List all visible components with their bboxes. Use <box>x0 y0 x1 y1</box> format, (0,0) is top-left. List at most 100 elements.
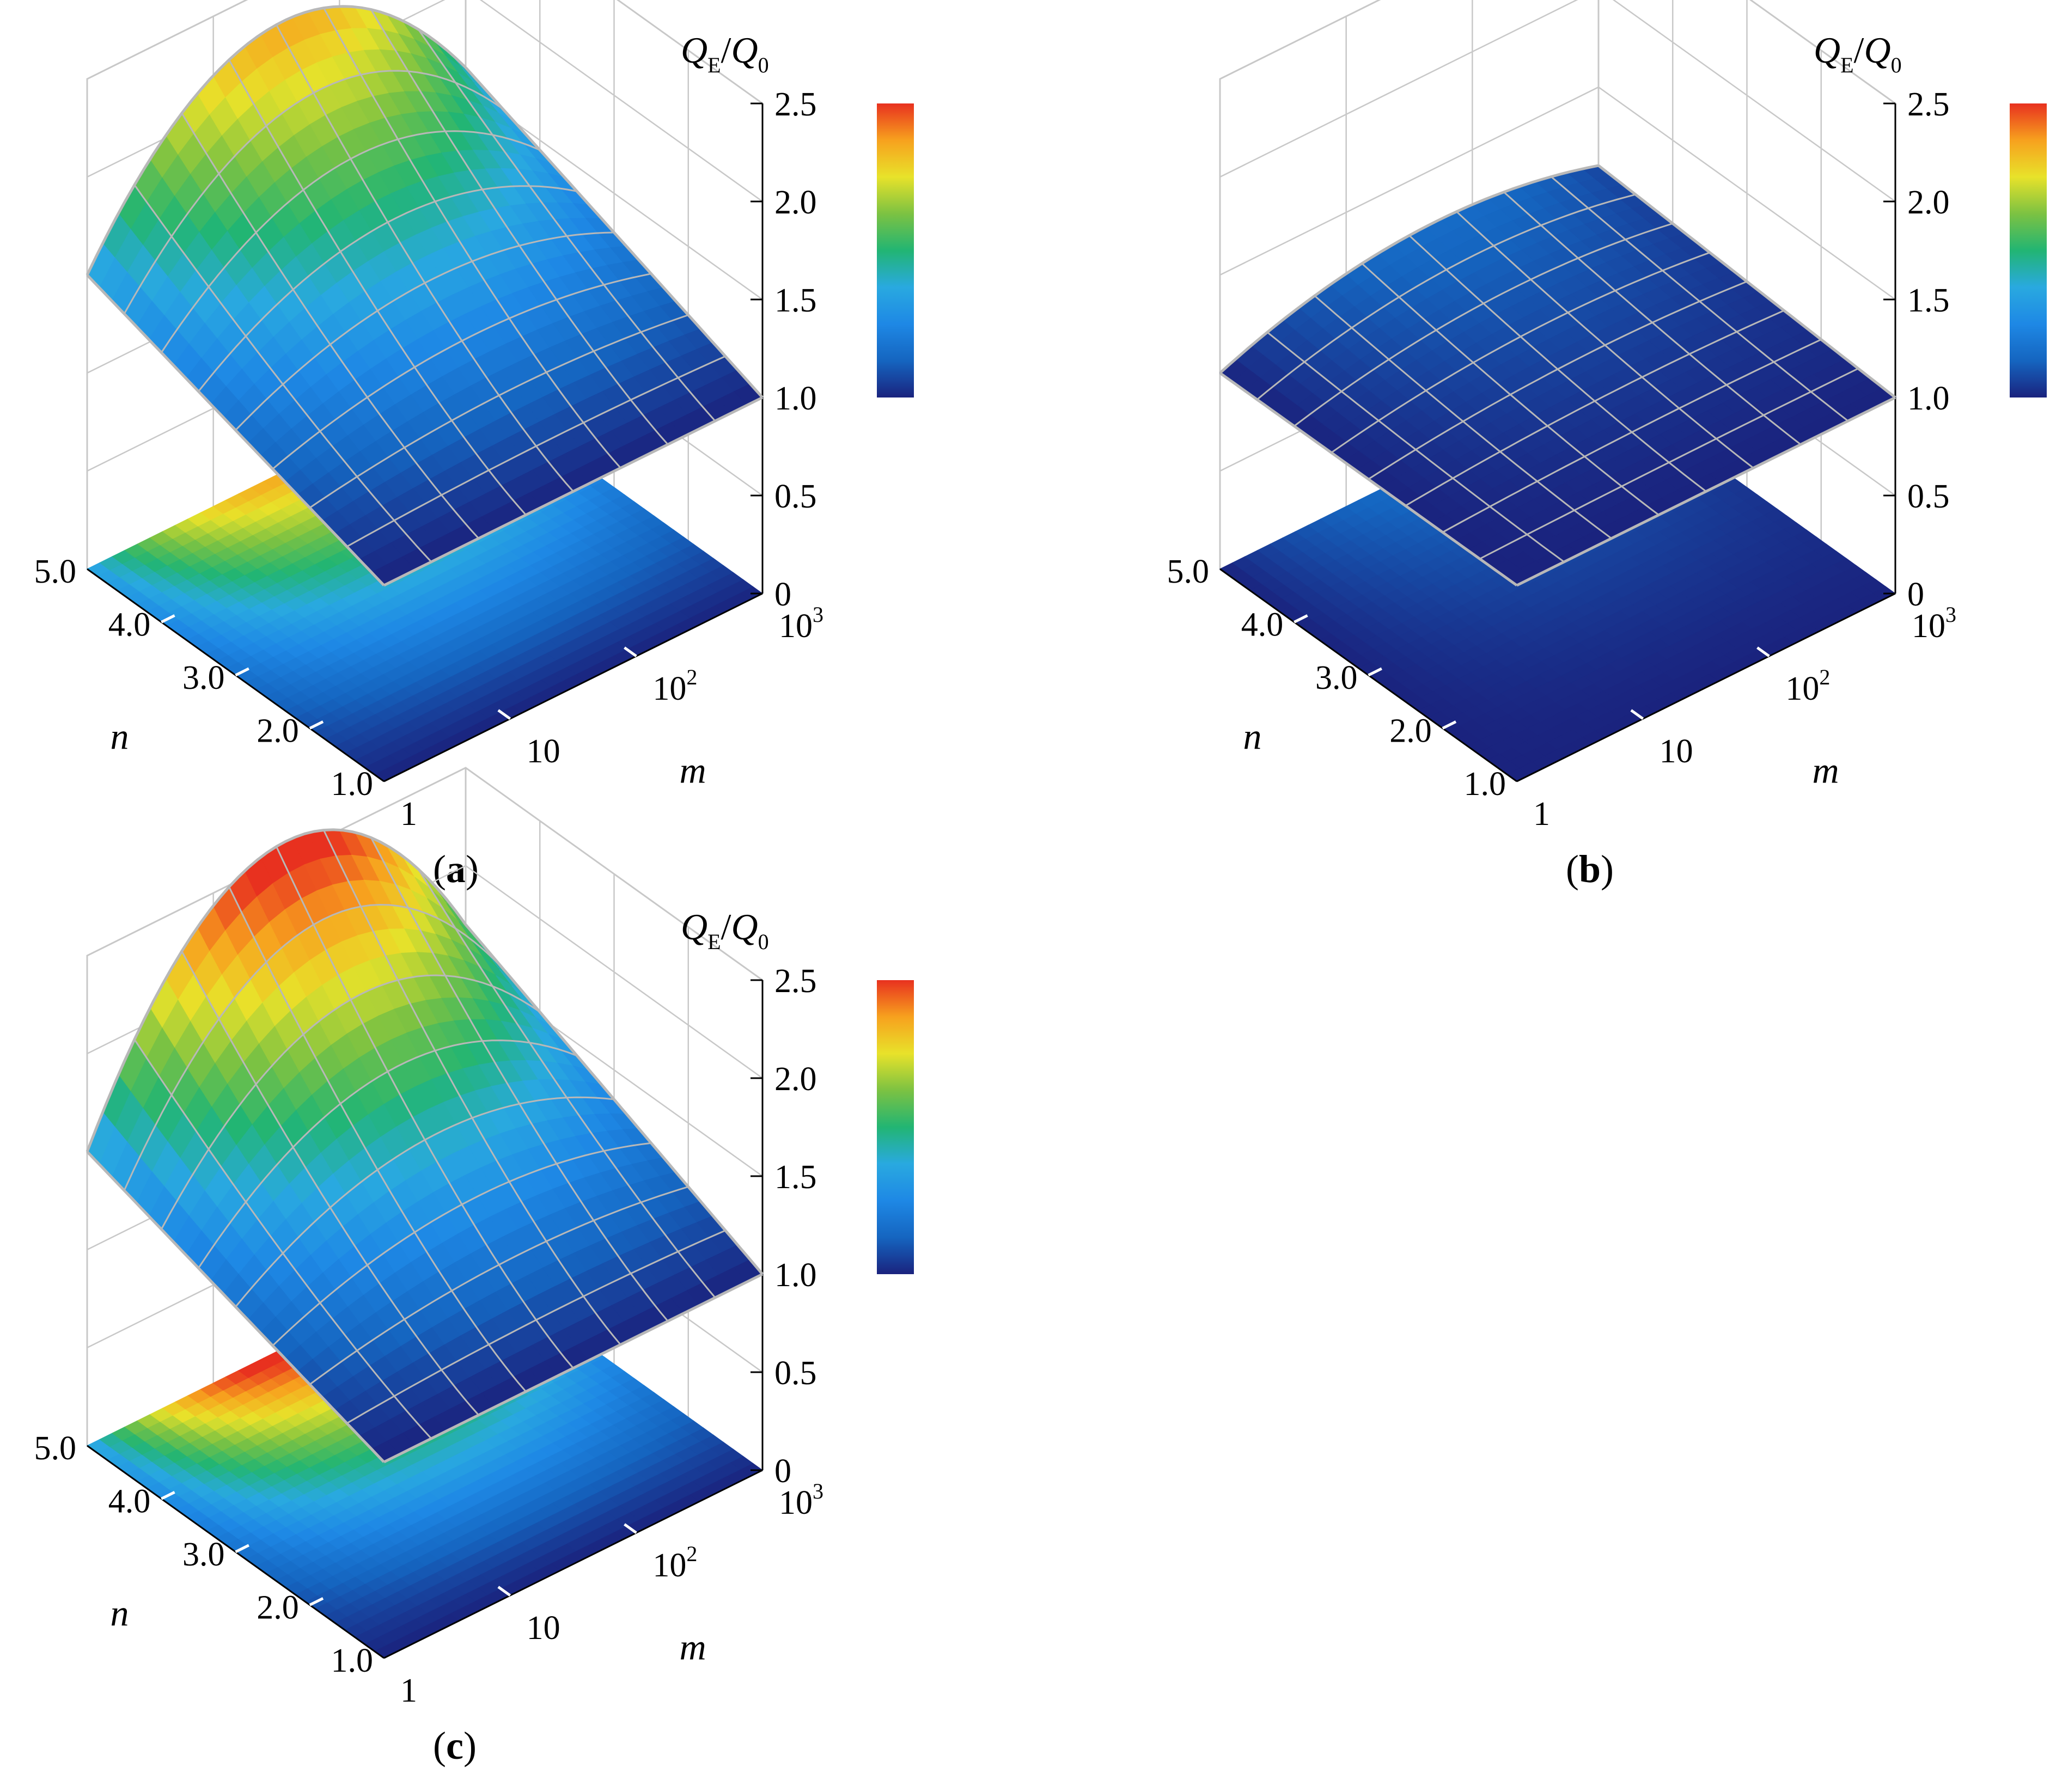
z-tick-label: 2.0 <box>774 184 817 221</box>
n-tick-label: 4.0 <box>1241 607 1284 644</box>
colorbar <box>2010 103 2047 397</box>
m-tick-mark <box>1756 646 1770 658</box>
m-axis-line <box>1516 592 1896 782</box>
mesh-line-m <box>417 29 716 422</box>
n-tick-mark <box>161 614 175 623</box>
n-tick-mark <box>1442 720 1457 730</box>
colorbar <box>877 103 914 397</box>
surface-mesh <box>1219 164 1896 587</box>
mesh-line-m <box>370 837 669 1322</box>
surface-plot-c: 1101021031.02.03.04.05.000.51.01.52.02.5… <box>34 767 914 1709</box>
m-tick-label: 10 <box>527 1610 560 1647</box>
m-axis-line <box>383 592 763 782</box>
n-tick-label: 5.0 <box>34 1430 77 1467</box>
n-tick-label: 5.0 <box>34 553 77 590</box>
m-tick-label: 103 <box>1912 602 1956 645</box>
floor-projection <box>1219 381 1896 782</box>
m-tick-mark <box>1630 709 1644 720</box>
surface-plot-a: 1101021031.02.03.04.05.000.51.01.52.02.5… <box>34 0 914 833</box>
m-tick-mark <box>497 709 511 720</box>
mesh-line-m <box>465 66 764 399</box>
n-axis-label: n <box>1243 715 1262 757</box>
n-tick-label: 2.0 <box>257 713 299 750</box>
m-tick-label: 102 <box>652 1542 697 1584</box>
z-tick-label: 0 <box>1907 576 1924 613</box>
panel-c: 1 10 102 103 1.0 2.0 3.0 4.0 5.0 0 0.5 1.0 1.5 2.0 2.5… <box>0 767 1024 1775</box>
n-tick-mark <box>1368 667 1382 677</box>
m-tick-mark <box>624 646 637 658</box>
n-axis-label: n <box>111 715 129 757</box>
mesh-line-n <box>1294 223 1673 427</box>
mesh-line-n <box>123 70 503 315</box>
mesh-line-n <box>123 903 504 1191</box>
z-tick-label: 2.0 <box>1907 184 1950 221</box>
n-tick-label: 2.0 <box>1389 713 1432 750</box>
mesh-line-n <box>86 828 467 1152</box>
z-tick-label: 2.5 <box>774 86 817 123</box>
mesh-line-n <box>235 231 614 431</box>
panel-a: 1 10 102 103 1.0 2.0 3.0 4.0 5.0 0 0.5 1.0 1.5 2.0 2.5… <box>0 0 1024 898</box>
n-tick-label: 1.0 <box>331 1642 374 1679</box>
surface-mesh <box>86 828 764 1464</box>
z-axis-label: QE/Q0 <box>681 906 769 954</box>
n-tick-label: 4.0 <box>108 1483 151 1520</box>
m-axis-label: m <box>680 750 706 791</box>
mesh-line-m <box>370 9 669 445</box>
m-tick-label: 10 <box>1660 733 1693 770</box>
z-tick-label: 2.5 <box>1907 86 1950 123</box>
n-tick-mark <box>235 1544 249 1554</box>
mesh-line-n <box>86 5 467 276</box>
mesh-line-n <box>1256 193 1636 400</box>
caption-b: (b) <box>1566 847 1614 891</box>
mesh-line-n <box>1219 164 1599 374</box>
n-tick-mark <box>161 1491 175 1500</box>
mesh-line-n <box>1331 252 1710 454</box>
surface-mesh <box>86 5 764 587</box>
m-tick-label: 10 <box>527 733 560 770</box>
m-tick-label: 1 <box>1533 796 1550 833</box>
z-tick-label: 0.5 <box>1907 478 1950 515</box>
mesh-line-m <box>1503 191 1802 445</box>
m-tick-mark <box>497 1586 511 1597</box>
m-tick-label: 102 <box>652 665 697 707</box>
colorbar-gradient <box>877 980 914 1274</box>
n-tick-label: 5.0 <box>1167 553 1210 590</box>
n-tick-mark <box>309 720 324 730</box>
z-axis-label: QE/Q0 <box>1814 29 1902 77</box>
n-axis-label: n <box>111 1592 129 1634</box>
axes: 1101021031.02.03.04.05.000.51.01.52.02.5… <box>34 906 824 1709</box>
z-axis-label: QE/Q0 <box>681 29 769 77</box>
m-tick-label: 1 <box>400 1672 417 1709</box>
z-tick-label: 0.5 <box>774 1355 817 1392</box>
surface-plot-b: 1101021031.02.03.04.05.000.51.01.52.02.5… <box>1167 0 2047 833</box>
z-tick-label: 1.5 <box>774 282 817 319</box>
n-tick-label: 3.0 <box>182 1536 225 1573</box>
z-tick-label: 0.5 <box>774 478 817 515</box>
surface <box>87 829 763 1463</box>
mesh-line-m <box>417 869 716 1299</box>
m-axis-label: m <box>680 1626 706 1668</box>
colorbar <box>877 980 914 1274</box>
n-tick-label: 3.0 <box>182 659 225 696</box>
mesh-line-m <box>465 923 764 1275</box>
mesh-line-m <box>1597 164 1896 399</box>
mesh-line-m <box>1456 211 1754 469</box>
m-tick-label: 103 <box>779 602 823 645</box>
m-tick-label: 103 <box>779 1479 823 1521</box>
z-tick-label: 2.0 <box>774 1061 817 1098</box>
axes: 1101021031.02.03.04.05.000.51.01.52.02.5… <box>34 29 824 833</box>
mesh-line-n <box>160 974 541 1230</box>
mesh-line-n <box>1368 280 1748 480</box>
axes: 1101021031.02.03.04.05.000.51.01.52.02.5… <box>1167 29 1957 833</box>
m-tick-label: 1 <box>400 796 417 833</box>
m-tick-label: 102 <box>1785 665 1830 707</box>
mesh-line-n <box>198 185 577 392</box>
n-tick-mark <box>1294 614 1308 623</box>
z-tick-label: 1.0 <box>774 380 817 417</box>
mesh-line-m <box>323 7 621 469</box>
m-tick-mark <box>624 1523 637 1534</box>
z-tick-label: 1.0 <box>1907 380 1950 417</box>
z-gridline <box>1219 0 1896 105</box>
colorbar-gradient <box>2010 103 2047 397</box>
